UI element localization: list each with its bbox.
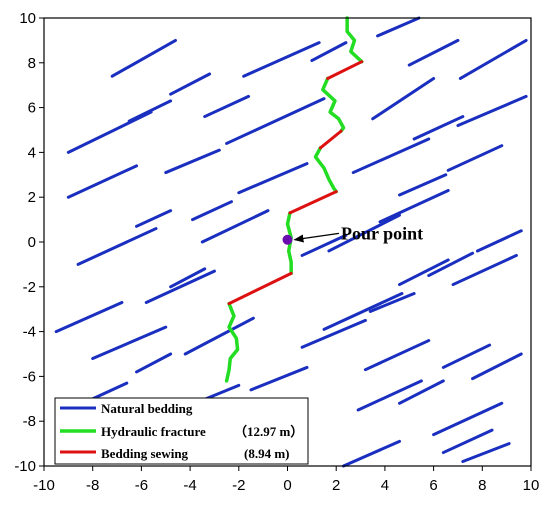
natural-bedding-segment xyxy=(191,200,233,222)
natural-bedding-segment xyxy=(54,300,124,334)
hydraulic-fracture-path xyxy=(321,76,346,133)
natural-bedding-segment xyxy=(376,16,421,38)
natural-bedding-segment xyxy=(441,343,492,369)
natural-bedding-segment xyxy=(169,72,212,96)
natural-bedding-segment xyxy=(356,379,423,412)
hydraulic-fracture-path xyxy=(313,146,338,194)
natural-bedding-segment xyxy=(342,439,402,468)
natural-bedding-segment xyxy=(456,94,528,128)
pour-point-marker xyxy=(282,234,293,245)
natural-bedding-segment xyxy=(368,292,416,313)
natural-bedding-segment xyxy=(371,76,436,121)
natural-bedding-segment xyxy=(135,209,173,228)
natural-bedding-segment xyxy=(310,41,348,63)
natural-bedding-segment xyxy=(164,148,221,175)
natural-bedding-segment xyxy=(427,251,475,278)
natural-bedding-segment xyxy=(144,269,216,304)
y-tick-label: 4 xyxy=(28,144,36,161)
bedding-sewing-layer xyxy=(227,60,364,306)
x-tick-label: -6 xyxy=(135,477,148,494)
natural-bedding-segment xyxy=(66,164,139,199)
natural-bedding-segment xyxy=(446,144,504,172)
y-tick-label: -8 xyxy=(23,413,36,430)
legend: Natural bedding Hydraulic fracture （12.9… xyxy=(54,397,309,465)
bedding-sewing-segment xyxy=(227,271,293,306)
natural-bedding-segment xyxy=(363,339,431,372)
y-tick-label: 0 xyxy=(28,234,36,251)
y-tick-label: -2 xyxy=(23,279,36,296)
legend-length-hydraulic-fracture: （12.97 m） xyxy=(234,424,303,439)
natural-bedding-segment xyxy=(458,38,528,80)
legend-length-bedding-sewing: (8.94 m) xyxy=(244,446,290,461)
bedding-sewing-segment xyxy=(326,60,364,80)
plot-axes: -10 -8 -6 -4 -2 0 2 4 6 8 10 -10 -8 -6 -4 -2 0 2 4 6 8 10 xyxy=(14,10,539,494)
natural-bedding-segment xyxy=(441,428,494,455)
legend-label-hydraulic-fracture: Hydraulic fracture xyxy=(101,424,206,439)
natural-bedding-segment xyxy=(398,173,448,197)
x-axis: -10 -8 -6 -4 -2 0 2 4 6 8 10 xyxy=(33,466,539,494)
natural-bedding-segment xyxy=(127,99,173,123)
natural-bedding-segment xyxy=(300,233,348,257)
pour-point-arrow xyxy=(293,232,340,243)
natural-bedding-segment xyxy=(237,162,309,195)
natural-bedding-segment xyxy=(322,292,404,331)
natural-bedding-segment xyxy=(135,352,173,374)
y-tick-label: 6 xyxy=(28,100,36,117)
natural-bedding-segment xyxy=(76,227,158,266)
x-tick-label: 2 xyxy=(332,477,340,494)
hydraulic-fracture-path xyxy=(345,16,364,64)
y-tick-label: 2 xyxy=(28,189,36,206)
natural-bedding-segment xyxy=(398,379,445,405)
x-tick-label: 6 xyxy=(429,477,437,494)
y-tick-label: -6 xyxy=(23,368,36,385)
y-tick-label: 8 xyxy=(28,55,36,72)
natural-bedding-segment xyxy=(412,115,465,141)
natural-bedding-layer xyxy=(54,16,528,468)
natural-bedding-segment xyxy=(242,41,321,78)
natural-bedding-segment xyxy=(327,213,402,253)
natural-bedding-segment xyxy=(351,137,431,175)
natural-bedding-segment xyxy=(475,229,523,253)
legend-label-bedding-sewing: Bedding sewing xyxy=(101,446,189,461)
bedding-sewing-segment xyxy=(288,190,338,215)
natural-bedding-segment xyxy=(225,97,326,145)
hydraulic-fracture-layer xyxy=(224,16,364,383)
pour-point-label: Pour point xyxy=(341,223,423,243)
x-tick-label: 8 xyxy=(478,477,486,494)
hydraulic-fracture-path xyxy=(285,211,293,276)
natural-bedding-segment xyxy=(461,442,511,464)
natural-bedding-segment xyxy=(432,401,504,437)
natural-bedding-segment xyxy=(398,258,450,287)
legend-box xyxy=(54,397,309,465)
natural-bedding-segment xyxy=(471,352,523,381)
natural-bedding-segment xyxy=(378,188,450,224)
x-tick-label: 10 xyxy=(523,477,540,494)
natural-bedding-segment xyxy=(110,38,177,78)
x-tick-label: -4 xyxy=(183,477,196,494)
legend-label-natural-bedding: Natural bedding xyxy=(101,401,193,416)
hydraulic-fracture-path xyxy=(224,301,240,383)
natural-bedding-segment xyxy=(249,365,309,392)
x-tick-label: -2 xyxy=(232,477,245,494)
bedding-sewing-segment xyxy=(318,129,343,150)
pour-point-annotation: Pour point xyxy=(282,223,423,245)
natural-bedding-segment xyxy=(183,316,255,356)
y-tick-label: 10 xyxy=(19,10,36,27)
natural-bedding-segment xyxy=(300,318,367,349)
x-tick-label: 4 xyxy=(381,477,389,494)
x-tick-label: -10 xyxy=(33,477,55,494)
y-axis: -10 -8 -6 -4 -2 0 2 4 6 8 10 xyxy=(14,10,44,475)
natural-bedding-segment xyxy=(66,110,153,154)
natural-bedding-segment xyxy=(407,38,460,67)
x-tick-label: -8 xyxy=(86,477,99,494)
natural-bedding-segment xyxy=(169,267,207,289)
y-tick-label: -10 xyxy=(14,458,36,475)
y-tick-label: -4 xyxy=(23,324,36,341)
natural-bedding-segment xyxy=(200,209,270,244)
natural-bedding-segment xyxy=(203,94,251,119)
natural-bedding-segment xyxy=(91,325,168,360)
natural-bedding-segment xyxy=(451,253,518,287)
x-tick-label: 0 xyxy=(283,477,291,494)
